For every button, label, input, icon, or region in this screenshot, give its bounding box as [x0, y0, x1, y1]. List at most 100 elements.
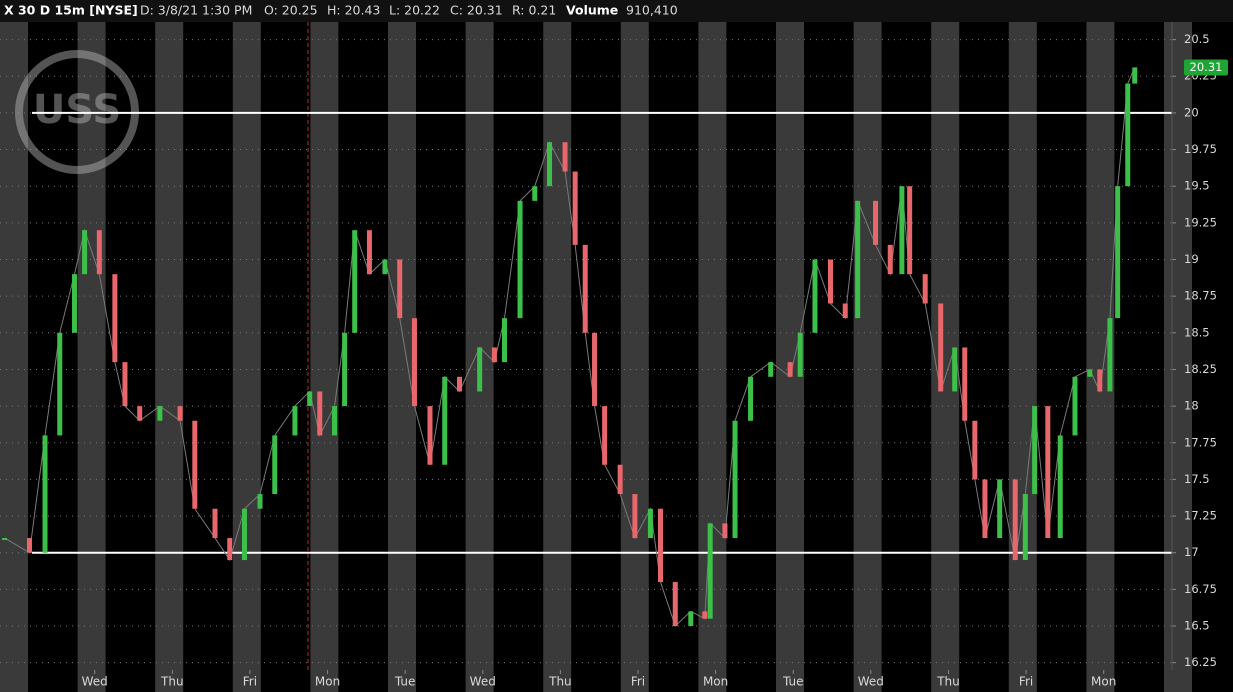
- price-bar: [907, 186, 913, 275]
- symbol: X 30 D 15m [NYSE]: [4, 3, 138, 18]
- price-bar: [382, 259, 388, 275]
- stripe: [543, 22, 572, 692]
- price-bar: [26, 538, 32, 553]
- price-bar: [397, 259, 403, 319]
- price-bar: [157, 406, 163, 421]
- price-bar: [42, 435, 48, 553]
- price-bar: [257, 494, 263, 509]
- x-tick-label: Mon: [1091, 675, 1116, 689]
- price-bar: [812, 259, 818, 333]
- price-bar: [547, 142, 553, 187]
- price-bar: [732, 420, 738, 539]
- price-bar: [982, 479, 988, 539]
- price-bar: [972, 420, 978, 480]
- price-bar: [1132, 67, 1138, 84]
- x-tick-label: Mon: [703, 675, 728, 689]
- price-bar: [122, 362, 128, 407]
- price-bar: [952, 347, 958, 392]
- price-bar: [517, 200, 523, 319]
- price-bar: [57, 332, 63, 436]
- y-tick-label: 19: [1184, 252, 1199, 266]
- plot: [2, 67, 1172, 627]
- price-bar: [177, 406, 183, 421]
- last-price-label: 20.31: [1190, 60, 1223, 74]
- price-bar: [688, 611, 694, 627]
- price-bar: [768, 362, 774, 377]
- stripe: [310, 22, 339, 692]
- y-tick-label: 17.25: [1184, 509, 1217, 523]
- open: O: 20.25: [264, 3, 318, 18]
- logo: USS: [15, 50, 139, 174]
- price-bar: [112, 274, 118, 363]
- y-tick-label: 18: [1184, 399, 1199, 413]
- x-tick-label: Wed: [858, 675, 884, 689]
- stripe: [1008, 22, 1037, 692]
- price-bar: [342, 332, 348, 407]
- price-bar: [997, 479, 1003, 539]
- price-bar: [562, 142, 568, 172]
- session-stripes: [0, 22, 1192, 692]
- price-bar: [797, 332, 803, 377]
- price-bar: [1097, 369, 1103, 392]
- price-bar: [787, 362, 793, 377]
- close: C: 20.31: [450, 3, 503, 18]
- x-tick-label: Wed: [82, 675, 108, 689]
- stripe: [232, 22, 261, 692]
- price-bar: [2, 538, 8, 541]
- price-bar: [1045, 406, 1051, 539]
- x-tick-label: Thu: [548, 675, 572, 689]
- price-bar: [602, 406, 608, 465]
- volume-label: Volume: [566, 3, 618, 18]
- price-bar: [442, 376, 448, 465]
- price-bar: [272, 435, 278, 495]
- y-tick-label: 18.25: [1184, 362, 1217, 376]
- price-bar: [366, 230, 372, 275]
- price-bar: [672, 582, 678, 627]
- price-bar: [137, 406, 143, 421]
- y-tick-label: 19.75: [1184, 142, 1217, 156]
- y-tick-label: 19.5: [1184, 179, 1210, 193]
- price-bar: [592, 332, 598, 407]
- price-bar: [241, 508, 247, 561]
- x-tick-label: Fri: [631, 675, 645, 689]
- price-bar: [456, 376, 462, 392]
- price-bar: [1012, 479, 1018, 561]
- price-bar: [1125, 83, 1131, 187]
- price-bar: [491, 347, 497, 363]
- range: R: 0.21: [512, 3, 556, 18]
- stripe: [77, 22, 106, 692]
- x-tick-label: Fri: [1019, 675, 1033, 689]
- y-tick-label: 20: [1184, 105, 1199, 119]
- y-tick-label: 17.75: [1184, 435, 1217, 449]
- price-bar: [72, 274, 78, 333]
- header: X 30 D 15m [NYSE] D: 3/8/21 1:30 PM O: 2…: [4, 3, 678, 18]
- price-bar: [82, 230, 88, 275]
- price-bar: [411, 318, 417, 407]
- price-bar: [722, 523, 728, 539]
- price-bar: [702, 611, 708, 619]
- price-bar: [212, 508, 218, 539]
- price-bar: [96, 230, 102, 275]
- price-bar: [352, 230, 358, 333]
- bar-date: D: 3/8/21 1:30 PM: [140, 3, 252, 18]
- x-tick-label: Thu: [936, 675, 960, 689]
- price-bar: [192, 420, 198, 509]
- price-bar: [427, 406, 433, 465]
- price-bar: [502, 318, 508, 363]
- price-bar: [332, 406, 338, 436]
- stripe: [0, 22, 28, 692]
- price-bar: [532, 186, 538, 201]
- price-bar: [317, 391, 323, 436]
- price-bar: [1107, 318, 1113, 392]
- y-tick-label: 19.25: [1184, 215, 1217, 229]
- price-bar: [827, 259, 833, 304]
- price-bar: [307, 391, 313, 407]
- y-tick-label: 16.75: [1184, 582, 1217, 596]
- price-bar: [855, 200, 861, 319]
- volume: 910,410: [626, 3, 678, 18]
- y-tick-label: 20.5: [1184, 32, 1210, 46]
- price-bar: [1057, 435, 1063, 539]
- price-bar: [873, 200, 879, 245]
